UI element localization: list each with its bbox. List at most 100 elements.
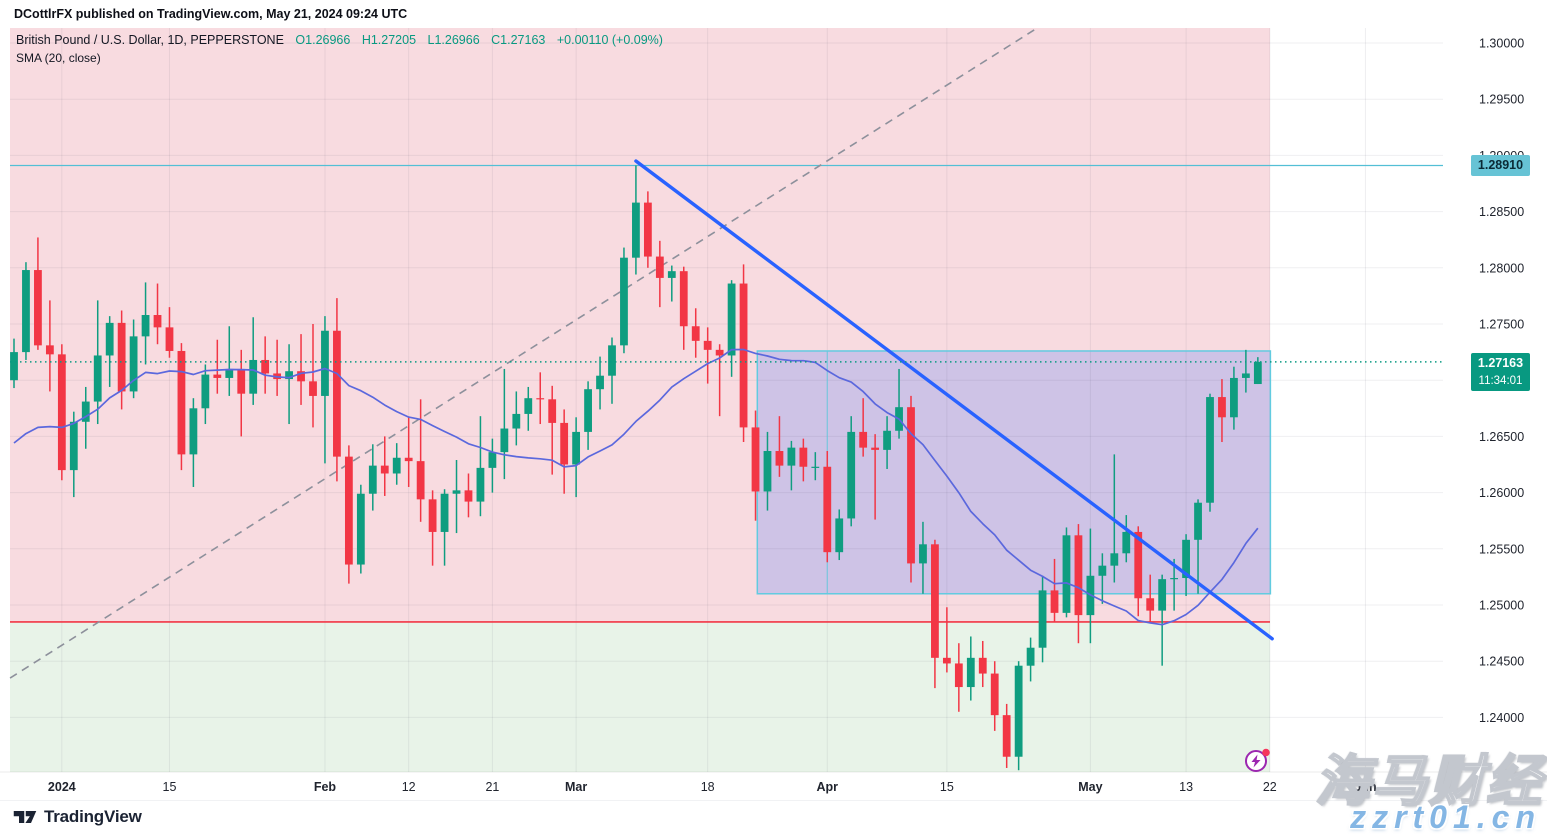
time-axis-label: 12 bbox=[402, 780, 416, 794]
candle-body bbox=[213, 374, 222, 378]
candle-body bbox=[368, 465, 377, 494]
price-axis-label: 1.25500 bbox=[1479, 542, 1524, 556]
candle-body bbox=[416, 461, 425, 500]
candle-body bbox=[177, 350, 186, 455]
candle-body bbox=[45, 345, 54, 355]
lightning-bolt-icon bbox=[1245, 748, 1270, 772]
price-tag-current: 1.27163 11:34:01 bbox=[1471, 353, 1530, 391]
candle-body bbox=[261, 359, 270, 374]
candle-body bbox=[1050, 590, 1059, 613]
indicator-legend[interactable]: SMA (20, close) bbox=[16, 51, 101, 65]
candle-body bbox=[129, 336, 138, 392]
candle-body bbox=[117, 322, 126, 392]
time-axis-label: 15 bbox=[163, 780, 177, 794]
candle-body bbox=[464, 490, 473, 502]
candle-body bbox=[1110, 553, 1119, 566]
candle-body bbox=[1098, 565, 1107, 576]
symbol-legend[interactable]: British Pound / U.S. Dollar, 1D, PEPPERS… bbox=[16, 33, 663, 47]
candle-body bbox=[715, 349, 724, 356]
candle-body bbox=[428, 499, 437, 532]
candle-body bbox=[392, 457, 401, 474]
time-axis-label: 15 bbox=[940, 780, 954, 794]
uptrend-dashed-line bbox=[9, 27, 1038, 679]
candle-body bbox=[1134, 531, 1143, 599]
ohlc-close: C1.27163 bbox=[491, 33, 546, 47]
candle-body bbox=[978, 657, 987, 674]
candle-body bbox=[1182, 539, 1190, 579]
price-axis-label: 1.24000 bbox=[1479, 711, 1524, 725]
current-price-value: 1.27163 bbox=[1477, 356, 1524, 370]
candle-body bbox=[237, 368, 246, 394]
candle-body bbox=[380, 465, 389, 474]
candle-body bbox=[333, 330, 341, 457]
candle-body bbox=[1218, 397, 1226, 418]
countdown-timer: 11:34:01 bbox=[1478, 375, 1523, 387]
candle-body bbox=[34, 270, 42, 346]
candle-body bbox=[584, 389, 592, 432]
candle-body bbox=[1158, 579, 1167, 611]
candle-body bbox=[512, 413, 521, 429]
candle-body bbox=[1002, 715, 1011, 757]
tradingview-logo-text: TradingView bbox=[44, 807, 142, 826]
time-axis[interactable]: 2024 15 Feb 12 21 Mar 18 Apr 15 May 13 22 Jun bbox=[48, 780, 1377, 794]
candle-body bbox=[225, 368, 234, 378]
candle-body bbox=[1014, 665, 1023, 757]
candle-body bbox=[500, 428, 509, 453]
flash-button[interactable] bbox=[1243, 748, 1273, 776]
tradingview-logo[interactable]: TradingView bbox=[13, 807, 142, 827]
watermark-cjk: 海马财经 bbox=[1314, 749, 1543, 813]
candle-body bbox=[536, 398, 545, 400]
candle-body bbox=[1074, 535, 1083, 616]
ohlc-low: L1.26966 bbox=[427, 33, 480, 47]
candle-body bbox=[22, 270, 30, 353]
candle-body bbox=[883, 430, 891, 450]
time-axis-label: 2024 bbox=[48, 780, 76, 794]
candle-body bbox=[10, 352, 18, 381]
price-change: +0.00110 (+0.09%) bbox=[556, 33, 663, 47]
candle-body bbox=[942, 657, 951, 664]
candle-body bbox=[57, 354, 66, 471]
candle-body bbox=[297, 371, 305, 382]
ohlc-high: H1.27205 bbox=[361, 33, 417, 47]
price-axis-label: 1.28500 bbox=[1479, 205, 1524, 219]
time-axis-label: Feb bbox=[314, 780, 337, 794]
price-axis-label: 1.28000 bbox=[1479, 261, 1524, 275]
candle-body bbox=[907, 407, 915, 564]
candle-body bbox=[344, 456, 353, 565]
bear-zone-region bbox=[10, 28, 1270, 622]
time-axis-label: 18 bbox=[701, 780, 715, 794]
candle-body bbox=[141, 315, 150, 337]
candle-body bbox=[1146, 598, 1155, 611]
candle-body bbox=[1241, 373, 1250, 378]
time-axis-label: 21 bbox=[485, 780, 499, 794]
candle-body bbox=[1062, 535, 1071, 613]
candle-body bbox=[655, 256, 664, 278]
bull-zone-region bbox=[10, 621, 1270, 772]
candle-body bbox=[356, 493, 365, 565]
candle-body bbox=[727, 283, 736, 356]
candle-body bbox=[859, 431, 868, 448]
candle-body bbox=[823, 466, 832, 553]
candle-body bbox=[452, 490, 461, 494]
candle-body bbox=[608, 345, 616, 376]
candle-body bbox=[703, 340, 712, 350]
candle-body bbox=[799, 447, 808, 467]
symbol-title: British Pound / U.S. Dollar, 1D, PEPPERS… bbox=[16, 33, 284, 47]
candle-body bbox=[1026, 647, 1035, 666]
candle-body bbox=[285, 371, 293, 380]
candle-body bbox=[835, 518, 844, 553]
candle-body bbox=[1206, 397, 1214, 503]
candle-body bbox=[153, 315, 162, 328]
candle-body bbox=[201, 374, 210, 409]
watermark-url: zzrt01.cn bbox=[1350, 799, 1541, 835]
candle-body bbox=[476, 467, 485, 502]
candle-body bbox=[572, 431, 581, 465]
candle-body bbox=[787, 447, 796, 466]
candle-body bbox=[966, 657, 975, 688]
candle-body bbox=[524, 398, 533, 414]
candle-body bbox=[596, 375, 604, 390]
candle-body bbox=[1122, 531, 1131, 554]
candle-body bbox=[847, 431, 856, 519]
